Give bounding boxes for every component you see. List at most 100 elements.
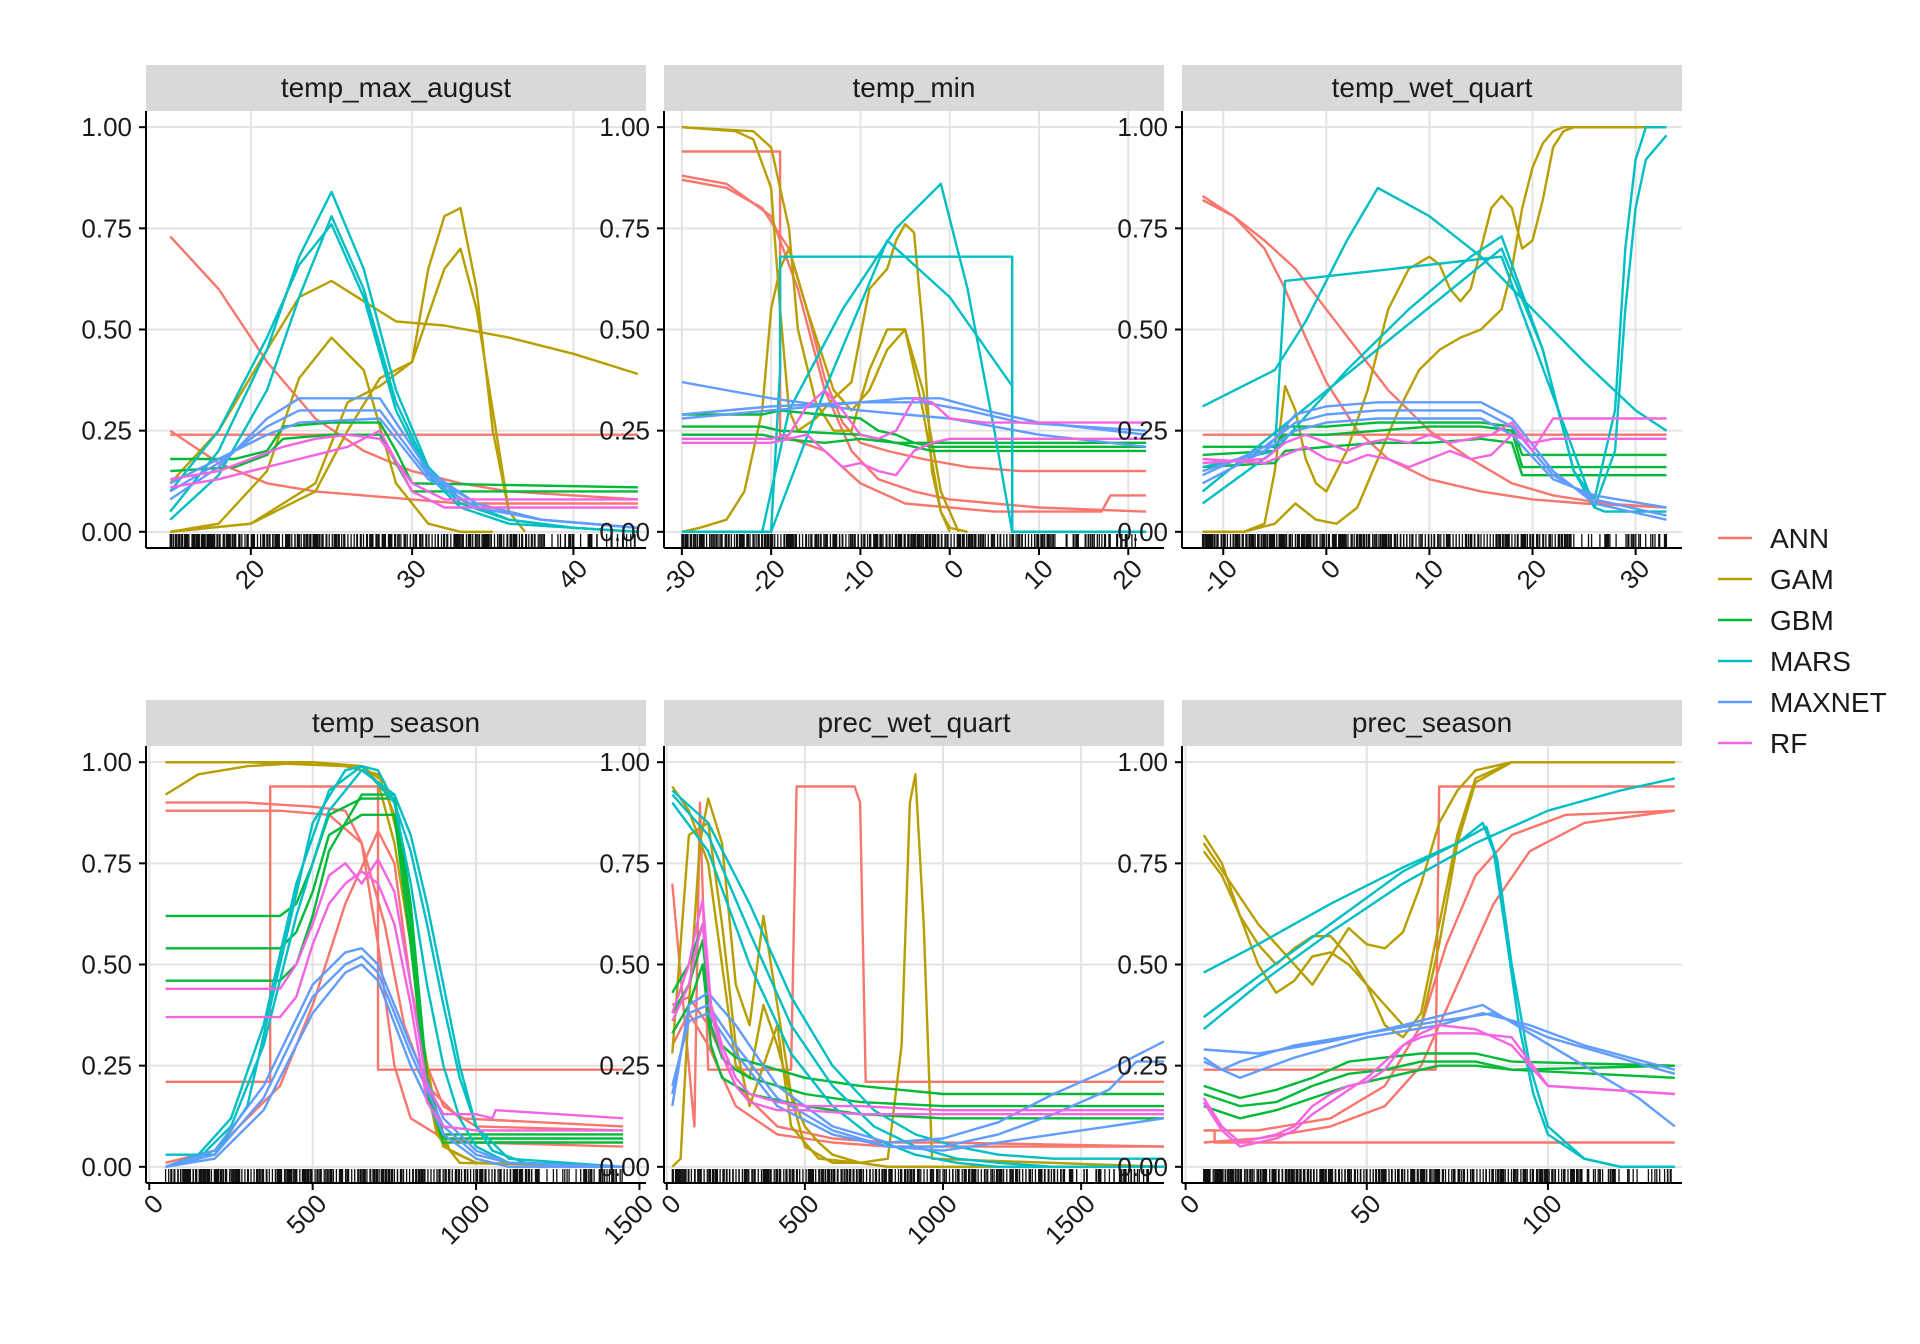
series-line-mars (169, 214, 638, 533)
series-line-gbm (1203, 1064, 1675, 1120)
y-tick-label: 0.00 (1117, 1152, 1168, 1182)
series-line-maxnet (681, 397, 1147, 436)
series-line-mars (1202, 186, 1668, 432)
legend-item-ann: ANN (1718, 523, 1829, 554)
series-line-maxnet (165, 955, 624, 1168)
y-tick-label: 0.50 (1117, 315, 1168, 345)
series-line-rf (681, 433, 1147, 477)
rug-ticks (169, 534, 636, 547)
y-tick-label: 0.25 (599, 1051, 650, 1081)
series-line-gam (170, 336, 493, 533)
legend-label: RF (1770, 728, 1807, 759)
legend-item-gam: GAM (1718, 564, 1834, 595)
series-line-maxnet (169, 417, 639, 529)
series-line-gam (1202, 761, 1675, 986)
series-line-maxnet (671, 1011, 1164, 1152)
y-tick-label: 0.75 (81, 213, 132, 243)
facet-title: prec_season (1352, 707, 1512, 738)
rug-marks (1203, 1169, 1672, 1182)
y-tick-label: 0.25 (81, 1051, 132, 1081)
series-line-ann (1202, 198, 1667, 509)
series-line-gbm (671, 939, 1164, 1108)
rug-ticks (671, 1169, 1150, 1182)
series-line-mars (681, 182, 1147, 533)
y-tick-label: 0.00 (81, 1152, 132, 1182)
series-line-ann (1203, 1129, 1675, 1144)
facet-strip (146, 700, 646, 746)
y-tick-label: 0.75 (599, 848, 650, 878)
series-line-gam (170, 247, 511, 533)
facet-strip (664, 700, 1164, 746)
series-lines (671, 773, 1164, 1169)
series-lines (681, 126, 1147, 533)
series-line-rf (671, 898, 1164, 1112)
legend-label: MAXNET (1770, 687, 1887, 718)
series-line-ann (165, 801, 624, 1148)
series-line-maxnet (1202, 417, 1667, 509)
y-tick-label: 1.00 (81, 112, 132, 142)
y-tick-label: 0.25 (1117, 416, 1168, 446)
y-tick-label: 0.50 (599, 950, 650, 980)
y-tick-label: 0.00 (599, 517, 650, 547)
legend-item-rf: RF (1718, 728, 1807, 759)
facet-title: temp_wet_quart (1332, 72, 1533, 103)
facet-title: temp_max_august (281, 72, 512, 103)
series-line-rf (170, 429, 638, 509)
series-line-maxnet (681, 380, 1147, 448)
series-line-ann (169, 235, 638, 501)
series-line-maxnet (671, 991, 1164, 1144)
facet-title: prec_wet_quart (817, 707, 1010, 738)
facet-title: temp_season (312, 707, 480, 738)
rug-marks (169, 534, 636, 547)
y-tick-label: 0.25 (1117, 1051, 1168, 1081)
series-line-maxnet (1203, 1011, 1676, 1080)
series-line-ann (165, 809, 624, 1128)
legend-label: GBM (1770, 605, 1834, 636)
series-line-ann (671, 785, 1164, 1128)
series-line-mars (169, 223, 638, 533)
rug-ticks (1203, 1169, 1672, 1182)
series-lines (164, 761, 624, 1169)
facet-strip (146, 65, 646, 111)
series-line-gam (1202, 125, 1667, 533)
facet-strip (1182, 700, 1682, 746)
series-line-mars (165, 765, 624, 1168)
series-line-mars (671, 789, 1164, 1160)
series-line-maxnet (1202, 409, 1667, 517)
series-line-mars (165, 765, 624, 1168)
series-line-gbm (681, 433, 1147, 444)
rug-marks (1201, 534, 1668, 547)
series-line-gbm (1203, 1052, 1675, 1100)
series-line-maxnet (165, 947, 624, 1168)
series-line-rf (165, 858, 624, 1120)
y-tick-label: 0.50 (1117, 950, 1168, 980)
series-line-gam (1202, 761, 1675, 1039)
y-tick-label: 1.00 (599, 747, 650, 777)
series-line-mars (1202, 777, 1676, 1031)
series-line-mars (165, 769, 624, 1168)
series-lines (169, 190, 639, 533)
series-line-gbm (170, 421, 638, 489)
series-lines (1202, 761, 1676, 1169)
y-tick-label: 1.00 (1117, 112, 1168, 142)
series-line-rf (1202, 433, 1667, 469)
y-tick-label: 0.50 (599, 315, 650, 345)
series-line-ann (681, 178, 1147, 473)
y-tick-label: 0.00 (81, 517, 132, 547)
series-lines (1201, 125, 1668, 533)
y-tick-label: 1.00 (81, 747, 132, 777)
y-tick-label: 0.50 (81, 315, 132, 345)
series-line-ann (1201, 194, 1667, 509)
y-tick-label: 0.75 (1117, 848, 1168, 878)
series-line-gam (1202, 125, 1667, 533)
series-line-maxnet (165, 963, 624, 1169)
rug-marks (681, 534, 1137, 547)
series-line-mars (671, 793, 1164, 1169)
series-line-ann (671, 995, 1164, 1148)
series-line-gam (681, 126, 951, 533)
series-line-gam (1202, 761, 1675, 1027)
y-tick-label: 0.50 (81, 950, 132, 980)
